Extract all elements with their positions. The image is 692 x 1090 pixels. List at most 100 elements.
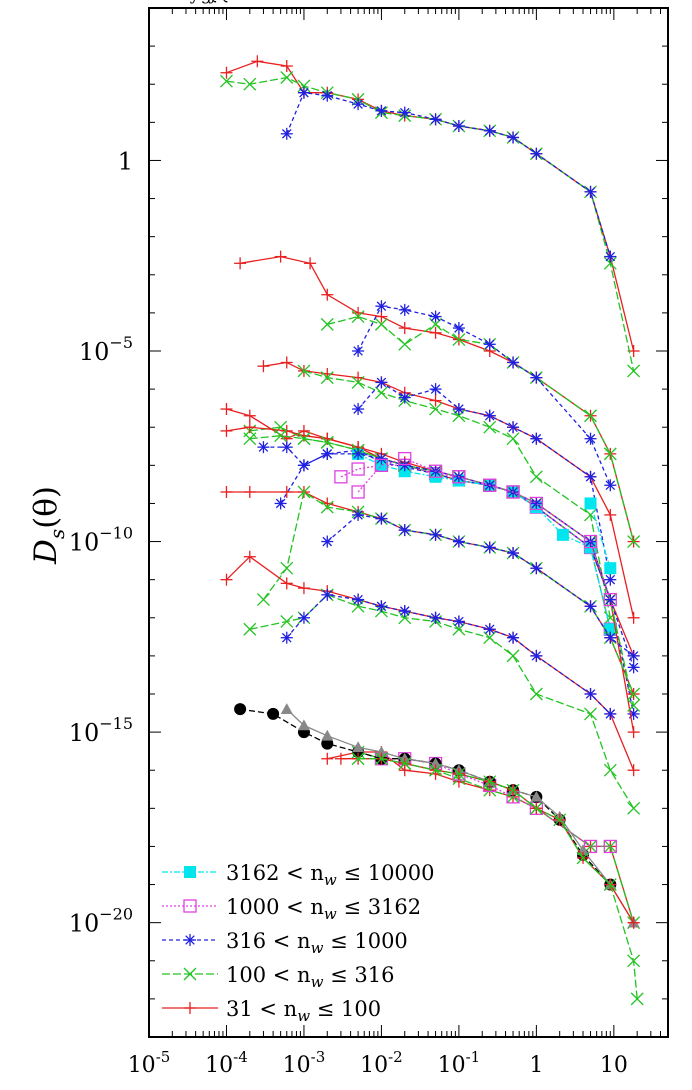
series-line: [357, 457, 611, 600]
data-point: [452, 615, 465, 628]
data-point: [584, 600, 597, 613]
x-tick-label: 10-4: [205, 1048, 248, 1078]
data-point: [280, 441, 293, 454]
data-point: [483, 775, 497, 789]
data-point: [375, 512, 388, 525]
data-point: [398, 757, 412, 770]
y-axis-label: Ds(θ): [28, 486, 69, 565]
curve-label-brag: Brag: [170, 0, 212, 5]
series-uly: [257, 356, 640, 624]
data-point: [627, 611, 640, 624]
series-line: [226, 60, 635, 352]
series-arta: [243, 420, 617, 636]
series-donq: [256, 485, 641, 701]
x-tick-label: 10-5: [128, 1048, 171, 1078]
data-point: [483, 541, 496, 554]
series-clar: [220, 55, 640, 357]
data-point: [280, 60, 293, 73]
data-point: [483, 409, 496, 422]
data-point: [627, 801, 641, 815]
data-point: [627, 661, 640, 674]
x-tick-label: 10-3: [283, 1048, 326, 1078]
data-point: [375, 600, 388, 613]
series-brag: [584, 497, 617, 575]
data-point: [297, 364, 311, 378]
series-clar: [220, 71, 641, 378]
data-point: [374, 752, 388, 766]
data-point: [452, 322, 465, 335]
data-point: [429, 763, 443, 777]
x-tick-label: 10-1: [438, 1048, 481, 1078]
legend-label: 1000 < nw ≤ 3162: [226, 895, 421, 923]
data-point: [251, 55, 264, 68]
series-donq: [321, 508, 640, 662]
data-point: [352, 593, 365, 606]
curve-label-keva: Keva: [170, 0, 212, 5]
data-point: [553, 813, 567, 827]
data-point: [429, 383, 442, 396]
data-point: [398, 605, 411, 618]
legend-entry: 316 < nw ≤ 1000: [162, 929, 408, 957]
series-line: [589, 503, 611, 569]
data-point: [604, 250, 617, 263]
data-point: [280, 485, 293, 498]
legend-entry: 100 < nw ≤ 316: [162, 963, 394, 991]
data-point: [184, 1002, 196, 1014]
data-point: [452, 403, 465, 416]
data-point: [321, 588, 334, 601]
data-point: [507, 356, 520, 369]
series-moby: [320, 310, 641, 549]
series-line: [226, 76, 635, 372]
legend-entry: 3162 < nw ≤ 10000: [162, 861, 435, 889]
data-point: [530, 790, 543, 802]
data-point: [604, 562, 617, 575]
data-point: [429, 611, 442, 624]
data-point: [297, 432, 311, 446]
data-point: [297, 86, 310, 99]
data-point: [452, 333, 466, 346]
data-point: [627, 726, 640, 739]
data-point: [352, 508, 365, 521]
data-point: [398, 524, 411, 537]
data-point: [184, 934, 196, 946]
series-arta: [257, 441, 640, 720]
data-point: [556, 528, 569, 541]
curve-label-donq: DonQ: [170, 0, 219, 5]
legend-label: 100 < nw ≤ 316: [226, 963, 394, 991]
legend-entry: 31 < nw ≤ 100: [162, 997, 381, 1025]
data-point: [320, 371, 334, 385]
data-point: [398, 391, 411, 404]
series-donq: [220, 485, 640, 700]
legend: 3162 < nw ≤ 10000 1000 < nw ≤ 3162 316 < n…: [162, 861, 435, 1025]
data-point: [428, 464, 443, 478]
data-point: [320, 435, 334, 449]
series-clar: [280, 86, 617, 263]
data-point: [584, 497, 597, 510]
data-point: [507, 421, 520, 434]
data-point: [243, 622, 257, 636]
data-point: [243, 409, 256, 422]
series-arta: [334, 458, 617, 636]
data-point: [297, 611, 310, 624]
series-moby: [352, 300, 617, 492]
data-point: [297, 719, 310, 731]
series-lare: [280, 588, 617, 720]
data-point: [530, 649, 543, 662]
series-brag: [351, 451, 617, 607]
data-point: [398, 611, 412, 625]
data-point: [334, 752, 347, 765]
data-point: [429, 326, 442, 339]
data-point: [398, 451, 412, 466]
data-point: [234, 703, 247, 716]
data-point: [183, 967, 197, 981]
data-point: [243, 421, 256, 434]
data-point: [297, 582, 310, 595]
data-point: [507, 631, 520, 644]
series-line: [262, 490, 635, 695]
data-point: [530, 432, 543, 445]
data-point: [334, 470, 348, 484]
data-point: [243, 550, 256, 563]
data-point: [274, 250, 287, 263]
data-point: [280, 561, 294, 575]
